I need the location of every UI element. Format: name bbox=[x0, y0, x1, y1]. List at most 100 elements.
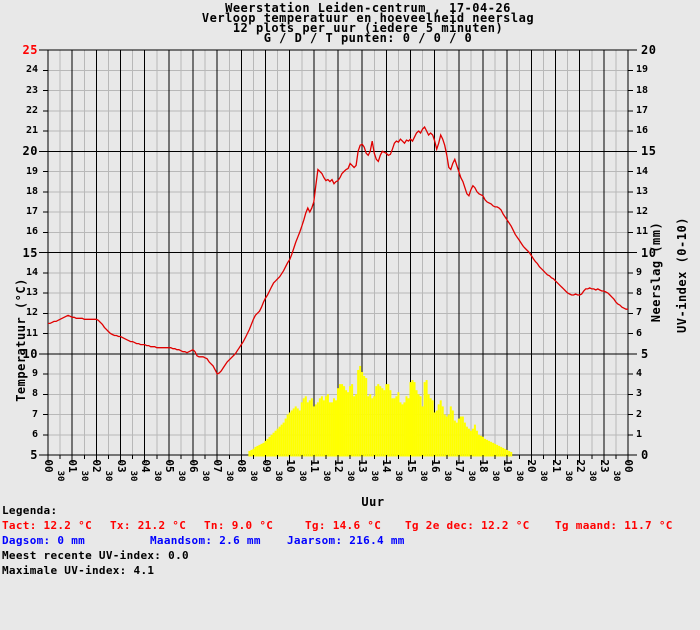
x-half-tick-7.5: 30 bbox=[224, 470, 235, 482]
y-left-tick-21: 21 bbox=[25, 125, 38, 136]
x-hour-tick-17: 17 bbox=[452, 459, 466, 473]
x-half-tick-4.5: 30 bbox=[151, 470, 162, 482]
y-right-tick-2: 2 bbox=[636, 408, 643, 420]
y-left-tick-8: 8 bbox=[31, 388, 38, 400]
x-axis-title: Uur bbox=[361, 495, 385, 509]
y-right-tick-3: 3 bbox=[636, 388, 643, 400]
x-half-tick-14.5: 30 bbox=[393, 470, 404, 482]
x-hour-tick-8: 08 bbox=[235, 459, 249, 473]
x-hour-tick-3: 03 bbox=[114, 459, 128, 473]
y-right-tick-13: 13 bbox=[636, 185, 649, 197]
y-right-tick-11: 11 bbox=[636, 226, 649, 238]
legend-precipitation-row: Dagsom: 0 mm Maandsom: 2.6 mm Jaarsom: 2… bbox=[0, 534, 700, 549]
legend-tn: Tn: 9.0 °C bbox=[204, 519, 274, 532]
x-hour-tick-9: 09 bbox=[259, 459, 273, 473]
x-half-tick-8.5: 30 bbox=[248, 470, 259, 482]
y-left-tick-22: 22 bbox=[25, 104, 38, 116]
y-right-tick-6: 6 bbox=[636, 327, 643, 339]
y-left-tick-9: 9 bbox=[31, 368, 38, 379]
x-half-tick-13.5: 30 bbox=[369, 470, 380, 482]
x-half-tick-19.5: 30 bbox=[514, 470, 525, 482]
x-half-tick-15.5: 30 bbox=[417, 470, 428, 482]
legend-jaarsom: Jaarsom: 216.4 mm bbox=[287, 534, 405, 547]
title-line-description: Verloop temperatuur en hoeveelheid neers… bbox=[201, 11, 535, 25]
x-hour-tick-21: 21 bbox=[549, 459, 563, 473]
y-left-tick-24: 24 bbox=[25, 64, 38, 76]
x-hour-tick-2: 02 bbox=[90, 459, 104, 473]
x-hour-tick-14: 14 bbox=[380, 459, 394, 473]
x-hour-tick-20: 20 bbox=[525, 459, 539, 473]
y-right-tick-16: 16 bbox=[636, 125, 649, 136]
x-hour-tick-0: 00 bbox=[42, 459, 55, 473]
x-hour-tick-5: 05 bbox=[162, 459, 176, 473]
x-hour-tick-1: 01 bbox=[66, 459, 80, 473]
legend-tgmaand: Tg maand: 11.7 °C bbox=[555, 519, 673, 532]
x-half-tick-3.5: 30 bbox=[127, 470, 138, 482]
x-half-tick-23.5: 30 bbox=[610, 470, 621, 482]
y-right-tick-10: 10 bbox=[641, 245, 657, 260]
y-left-tick-10: 10 bbox=[22, 346, 38, 361]
y-left-axis-title: Temperatuur (°C) bbox=[14, 278, 28, 402]
x-half-tick-9.5: 30 bbox=[272, 470, 283, 482]
y-right-tick-0: 0 bbox=[641, 448, 649, 462]
legend-temperature-row: Tact: 12.2 °C Tx: 21.2 °C Tn: 9.0 °C Tg:… bbox=[0, 519, 700, 534]
x-hour-tick-4: 04 bbox=[138, 459, 152, 473]
x-half-tick-22.5: 30 bbox=[586, 470, 597, 482]
y-right-tick-7: 7 bbox=[636, 307, 643, 319]
legend-dagsom: Dagsom: 0 mm bbox=[2, 534, 86, 547]
x-half-tick-16.5: 30 bbox=[441, 470, 452, 482]
x-hour-tick-23: 23 bbox=[597, 459, 611, 473]
title-line-punten: G / D / T punten: 0 / 0 / 0 bbox=[263, 31, 473, 45]
legend-tx: Tx: 21.2 °C bbox=[110, 519, 187, 532]
legend-uv-max: Maximale UV-index: 4.1 bbox=[2, 564, 155, 577]
legend-uv-recent: Meest recente UV-index: 0.0 bbox=[2, 549, 189, 562]
y-left-tick-5: 5 bbox=[30, 448, 38, 462]
x-half-tick-5.5: 30 bbox=[175, 470, 186, 482]
x-half-tick-2.5: 30 bbox=[103, 470, 114, 482]
x-hour-tick-19: 19 bbox=[501, 459, 515, 473]
x-half-tick-11.5: 30 bbox=[320, 470, 331, 482]
x-half-tick-1.5: 30 bbox=[79, 470, 90, 482]
x-half-tick-0.5: 30 bbox=[55, 470, 66, 482]
y-right-tick-8: 8 bbox=[636, 287, 643, 298]
y-right-axis-title-uv: UV-index (0-10) bbox=[675, 217, 689, 333]
x-hour-tick-22: 22 bbox=[573, 459, 587, 473]
y-left-tick-11: 11 bbox=[25, 327, 38, 339]
y-right-tick-20: 20 bbox=[641, 43, 657, 57]
y-left-tick-23: 23 bbox=[25, 84, 38, 96]
x-hour-tick-13: 13 bbox=[356, 459, 370, 473]
y-right-tick-14: 14 bbox=[636, 165, 649, 177]
y-left-tick-25: 25 bbox=[22, 43, 38, 57]
x-hour-tick-16: 16 bbox=[428, 459, 442, 473]
y-left-tick-14: 14 bbox=[25, 266, 38, 278]
y-right-tick-12: 12 bbox=[636, 206, 649, 217]
x-half-tick-10.5: 30 bbox=[296, 470, 307, 482]
legend-maandsom: Maandsom: 2.6 mm bbox=[150, 534, 261, 547]
x-hour-tick-11: 11 bbox=[307, 459, 321, 473]
y-right-tick-15: 15 bbox=[641, 144, 657, 159]
x-half-tick-21.5: 30 bbox=[562, 470, 573, 482]
title-line-station: Weerstation Leiden-centrum , 17-04-26 bbox=[225, 1, 511, 15]
y-left-tick-18: 18 bbox=[25, 185, 38, 197]
y-left-tick-13: 13 bbox=[25, 287, 38, 298]
x-half-tick-20.5: 30 bbox=[538, 470, 549, 482]
x-hour-tick-15: 15 bbox=[404, 459, 418, 473]
legend-heading: Legenda: bbox=[2, 504, 58, 517]
y-right-axis-title-neerslag: Neerslag (mm) bbox=[649, 221, 663, 323]
x-half-tick-17.5: 30 bbox=[465, 470, 476, 482]
x-half-tick-6.5: 30 bbox=[200, 470, 211, 482]
x-hour-tick-6: 06 bbox=[187, 459, 200, 473]
legend-tg: Tg: 14.6 °C bbox=[305, 519, 382, 532]
x-hour-tick-10: 10 bbox=[283, 459, 297, 473]
y-left-tick-20: 20 bbox=[22, 144, 38, 159]
y-left-tick-16: 16 bbox=[25, 226, 38, 238]
x-half-tick-12.5: 30 bbox=[345, 470, 356, 482]
y-left-tick-6: 6 bbox=[31, 428, 38, 440]
y-right-tick-18: 18 bbox=[636, 84, 649, 96]
chart-title: Weerstation Leiden-centrum , 17-04-26 Ve… bbox=[38, 1, 698, 45]
x-hour-tick-24: 00 bbox=[622, 459, 635, 473]
y-left-tick-17: 17 bbox=[25, 206, 38, 217]
y-right-tick-17: 17 bbox=[636, 104, 649, 116]
